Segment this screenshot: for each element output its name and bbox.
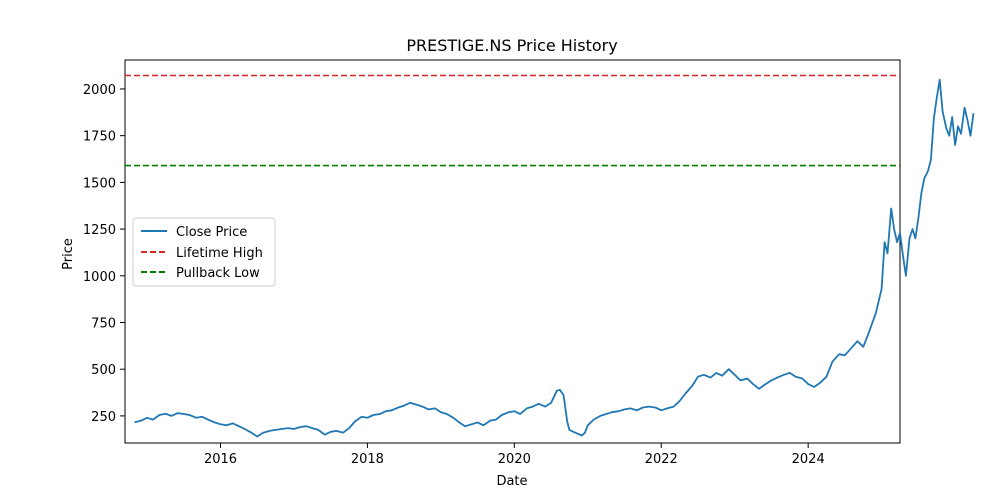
x-tick-label: 2018: [351, 452, 384, 467]
x-tick-label: 2024: [792, 452, 825, 467]
legend: Close Price Lifetime High Pullback Low: [133, 218, 275, 286]
legend-label-pullback-low: Pullback Low: [176, 266, 260, 281]
y-tick-label: 1000: [83, 270, 116, 285]
legend-label-close-price: Close Price: [176, 225, 247, 240]
y-tick-label: 1750: [83, 130, 116, 145]
x-tick-label: 2016: [204, 452, 237, 467]
y-tick-label: 500: [91, 363, 116, 378]
x-tick-label: 2020: [498, 452, 531, 467]
x-axis-label: Date: [496, 474, 527, 489]
y-axis-label: Price: [61, 238, 76, 270]
y-tick-label: 750: [91, 316, 116, 331]
y-tick-label: 1500: [83, 176, 116, 191]
y-tick-label: 250: [91, 410, 116, 425]
y-tick-label: 1250: [83, 223, 116, 238]
legend-label-lifetime-high: Lifetime High: [176, 246, 263, 261]
y-tick-label: 2000: [83, 83, 116, 98]
x-tick-label: 2022: [645, 452, 678, 467]
chart-title: PRESTIGE.NS Price History: [406, 36, 617, 55]
